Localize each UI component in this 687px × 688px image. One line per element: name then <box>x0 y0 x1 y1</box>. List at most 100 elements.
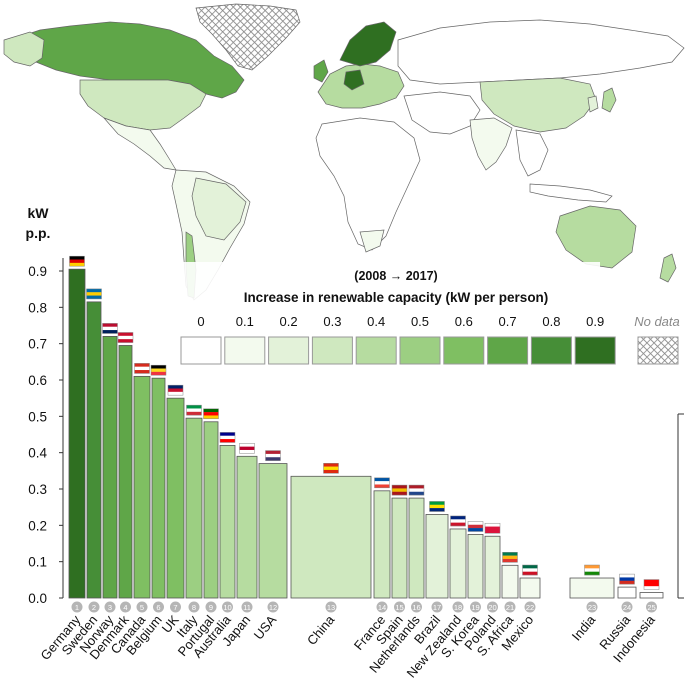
flag-indonesia-icon <box>643 579 660 590</box>
flag-new-zealand-icon <box>450 515 466 527</box>
rank-badge: 16 <box>411 601 422 613</box>
rank-badge: 7 <box>170 601 181 613</box>
rank-label: 6 <box>156 603 160 612</box>
map-japan <box>601 87 617 113</box>
flag-denmark-icon <box>117 332 134 343</box>
rank-badge: 19 <box>470 601 481 613</box>
bar-canada <box>133 375 151 599</box>
y-tick-label: 0.2 <box>28 518 47 533</box>
map-korea <box>587 95 599 113</box>
flag-sweden-icon <box>86 288 102 300</box>
flag-poland-icon <box>484 522 501 534</box>
flag-mexico-icon <box>522 564 538 576</box>
map-russia <box>397 19 685 85</box>
map-uk <box>313 59 329 83</box>
map-india <box>469 117 513 171</box>
rank-label: 9 <box>209 603 213 612</box>
rank-badge: 5 <box>136 601 148 613</box>
bar-s-africa <box>501 564 519 599</box>
rank-label: 20 <box>488 603 496 612</box>
rank-badge: 17 <box>431 601 443 613</box>
legend-level-label: 0.5 <box>411 314 429 329</box>
y-tick-label: 0.4 <box>28 446 47 461</box>
rank-badge: 11 <box>241 601 253 613</box>
y-tick-label: 0.9 <box>28 264 47 279</box>
bar-brazil <box>425 514 449 599</box>
y-tick-label: 0.3 <box>28 482 47 497</box>
rank-badge: 22 <box>524 601 536 613</box>
rank-badge: 18 <box>452 601 464 613</box>
rank-label: 18 <box>454 603 462 612</box>
flag-france-icon <box>374 477 390 489</box>
legend-level-label: 0.7 <box>499 314 517 329</box>
bar-india <box>569 577 615 599</box>
legend-level-label: 0.9 <box>586 314 604 329</box>
rank-label: 7 <box>173 603 177 612</box>
map-europe <box>317 63 405 109</box>
legend-level-label: 0.4 <box>367 314 385 329</box>
flag-s-africa-icon <box>502 552 518 563</box>
bar-new-zealand <box>449 528 467 599</box>
bar-australia <box>219 444 236 599</box>
rank-label: 2 <box>92 603 96 612</box>
flag-belgium-icon <box>150 364 167 376</box>
rank-badge: 10 <box>222 601 233 613</box>
bar-italy <box>185 417 203 599</box>
rank-badge: 24 <box>621 601 633 613</box>
legend-level-label: 0.1 <box>236 314 254 329</box>
rank-badge: 8 <box>188 601 200 613</box>
rank-badge: 25 <box>646 601 657 613</box>
rank-badge: 12 <box>267 601 279 613</box>
country-label-india: India <box>569 612 599 644</box>
rank-label: 19 <box>471 603 479 612</box>
legend-swatches: 0 0.1 0.2 0.3 0.4 0.5 0.6 0.7 0.8 0.9 <box>180 314 616 365</box>
rank-label: 16 <box>412 603 420 612</box>
map-indonesia <box>529 183 613 203</box>
flag-s-korea-icon <box>467 521 484 532</box>
rank-label: 1 <box>75 603 79 612</box>
right-axis <box>677 413 684 599</box>
bar-netherlands <box>408 497 425 599</box>
y-tick-label: 0.6 <box>28 373 47 388</box>
map-alaska <box>3 31 45 67</box>
legend-period: (2008 → 2017) <box>354 269 437 283</box>
bar-denmark <box>118 345 133 599</box>
legend-level-label: 0 <box>197 314 204 329</box>
rank-label: 13 <box>327 603 335 612</box>
bar-poland <box>484 535 501 599</box>
map-australia <box>555 205 637 269</box>
flag-canada-icon <box>134 363 150 374</box>
flag-italy-icon <box>186 404 202 416</box>
rank-label: 12 <box>269 603 277 612</box>
rank-label: 25 <box>647 603 655 612</box>
flag-russia-icon <box>619 573 635 585</box>
bar-belgium <box>151 377 166 599</box>
legend-level-label: 0.3 <box>323 314 341 329</box>
legend-swatch <box>224 336 266 365</box>
rank-badges: 1 2 3 4 5 6 7 8 9 10 11 12 13 14 15 16 17 18 19 20 21 22 23 24 2… <box>71 601 657 613</box>
map-brazil <box>191 177 247 241</box>
rank-label: 8 <box>192 603 196 612</box>
country-label-usa: USA <box>251 612 280 642</box>
rank-badge: 9 <box>205 601 217 613</box>
rank-label: 10 <box>223 603 231 612</box>
country-label-china: China <box>304 612 338 648</box>
y-tick-label: 0.1 <box>28 555 47 570</box>
rank-label: 21 <box>506 603 514 612</box>
world-map <box>3 3 685 301</box>
flag-brazil-icon <box>429 501 445 512</box>
rank-badge: 3 <box>104 601 116 613</box>
map-china <box>479 77 597 133</box>
legend: (2008 → 2017) Increase in renewable capa… <box>180 262 680 372</box>
rank-label: 15 <box>395 603 403 612</box>
rank-badge: 23 <box>586 601 598 613</box>
rank-label: 23 <box>588 603 596 612</box>
flag-japan-icon <box>239 443 255 454</box>
legend-level-label: 0.8 <box>542 314 560 329</box>
map-usa <box>79 79 207 131</box>
bar-portugal <box>203 421 219 599</box>
flag-uk-icon <box>167 384 184 396</box>
bar-indonesia <box>639 592 664 599</box>
rank-badge: 20 <box>487 601 498 613</box>
bar-japan <box>236 455 258 599</box>
